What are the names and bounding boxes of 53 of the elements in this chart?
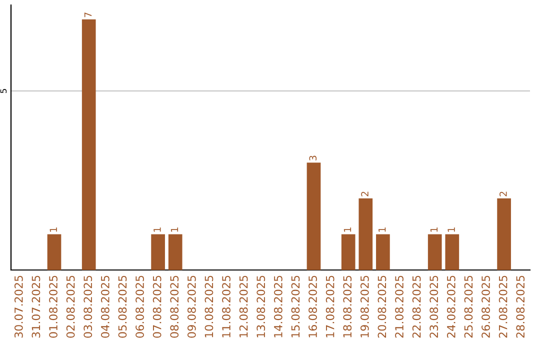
data-label: 7 <box>84 12 92 18</box>
bar <box>376 234 390 270</box>
y-tick-label: 5 <box>0 89 7 93</box>
x-tick-label: 13.08.2025 <box>256 276 266 338</box>
data-label: 1 <box>430 228 438 232</box>
data-label: 2 <box>361 192 368 196</box>
data-label: 1 <box>50 228 57 232</box>
x-tick-label: 01.08.2025 <box>49 276 58 338</box>
data-label: 1 <box>448 228 455 232</box>
x-tick-label: 20.08.2025 <box>378 276 386 338</box>
bar <box>341 234 356 270</box>
x-tick-label: 10.08.2025 <box>204 276 214 338</box>
x-tick-label: 14.08.2025 <box>274 276 282 338</box>
x-tick-label: 23.08.2025 <box>430 276 438 338</box>
x-tick-label: 24.08.2025 <box>446 276 456 338</box>
x-tick-label: 04.08.2025 <box>100 276 110 338</box>
x-tick-label: 02.08.2025 <box>66 276 75 338</box>
x-tick-label: 12.08.2025 <box>239 276 248 338</box>
x-tick-label: 25.08.2025 <box>464 276 473 338</box>
x-tick-label: 11.08.2025 <box>222 276 230 338</box>
x-tick-label: 28.08.2025 <box>516 276 525 338</box>
bar <box>168 234 182 270</box>
x-tick-label: 31.07.2025 <box>32 276 40 338</box>
data-label: 1 <box>154 228 161 232</box>
bar <box>82 19 96 270</box>
bar <box>497 198 511 270</box>
bar <box>445 234 460 270</box>
x-tick-label: 08.08.2025 <box>170 276 179 338</box>
bar <box>151 234 165 270</box>
x-tick-label: 03.08.2025 <box>84 276 92 338</box>
bar <box>306 162 321 270</box>
x-tick-label: 19.08.2025 <box>360 276 369 338</box>
data-label: 1 <box>344 228 352 232</box>
data-label: 3 <box>309 156 317 160</box>
x-tick-label: 09.08.2025 <box>187 276 196 338</box>
x-tick-label: 15.08.2025 <box>291 276 300 338</box>
x-tick-label: 06.08.2025 <box>136 276 144 338</box>
x-tick-label: 05.08.2025 <box>118 276 127 338</box>
x-tick-label: 18.08.2025 <box>343 276 352 338</box>
bar <box>47 234 62 270</box>
x-tick-label: 17.08.2025 <box>326 276 334 338</box>
x-tick-label: 27.08.2025 <box>498 276 508 338</box>
data-label: 1 <box>378 228 386 232</box>
data-label: 1 <box>170 228 178 232</box>
x-tick-label: 26.08.2025 <box>482 276 490 338</box>
bar <box>358 198 373 270</box>
x-tick-label: 30.07.2025 <box>14 276 23 338</box>
x-tick-label: 16.08.2025 <box>308 276 317 338</box>
x-tick-label: 22.08.2025 <box>412 276 421 338</box>
x-tick-label: 07.08.2025 <box>152 276 162 338</box>
bar <box>428 234 442 270</box>
data-label: 2 <box>500 192 507 196</box>
x-tick-label: 21.08.2025 <box>395 276 404 338</box>
